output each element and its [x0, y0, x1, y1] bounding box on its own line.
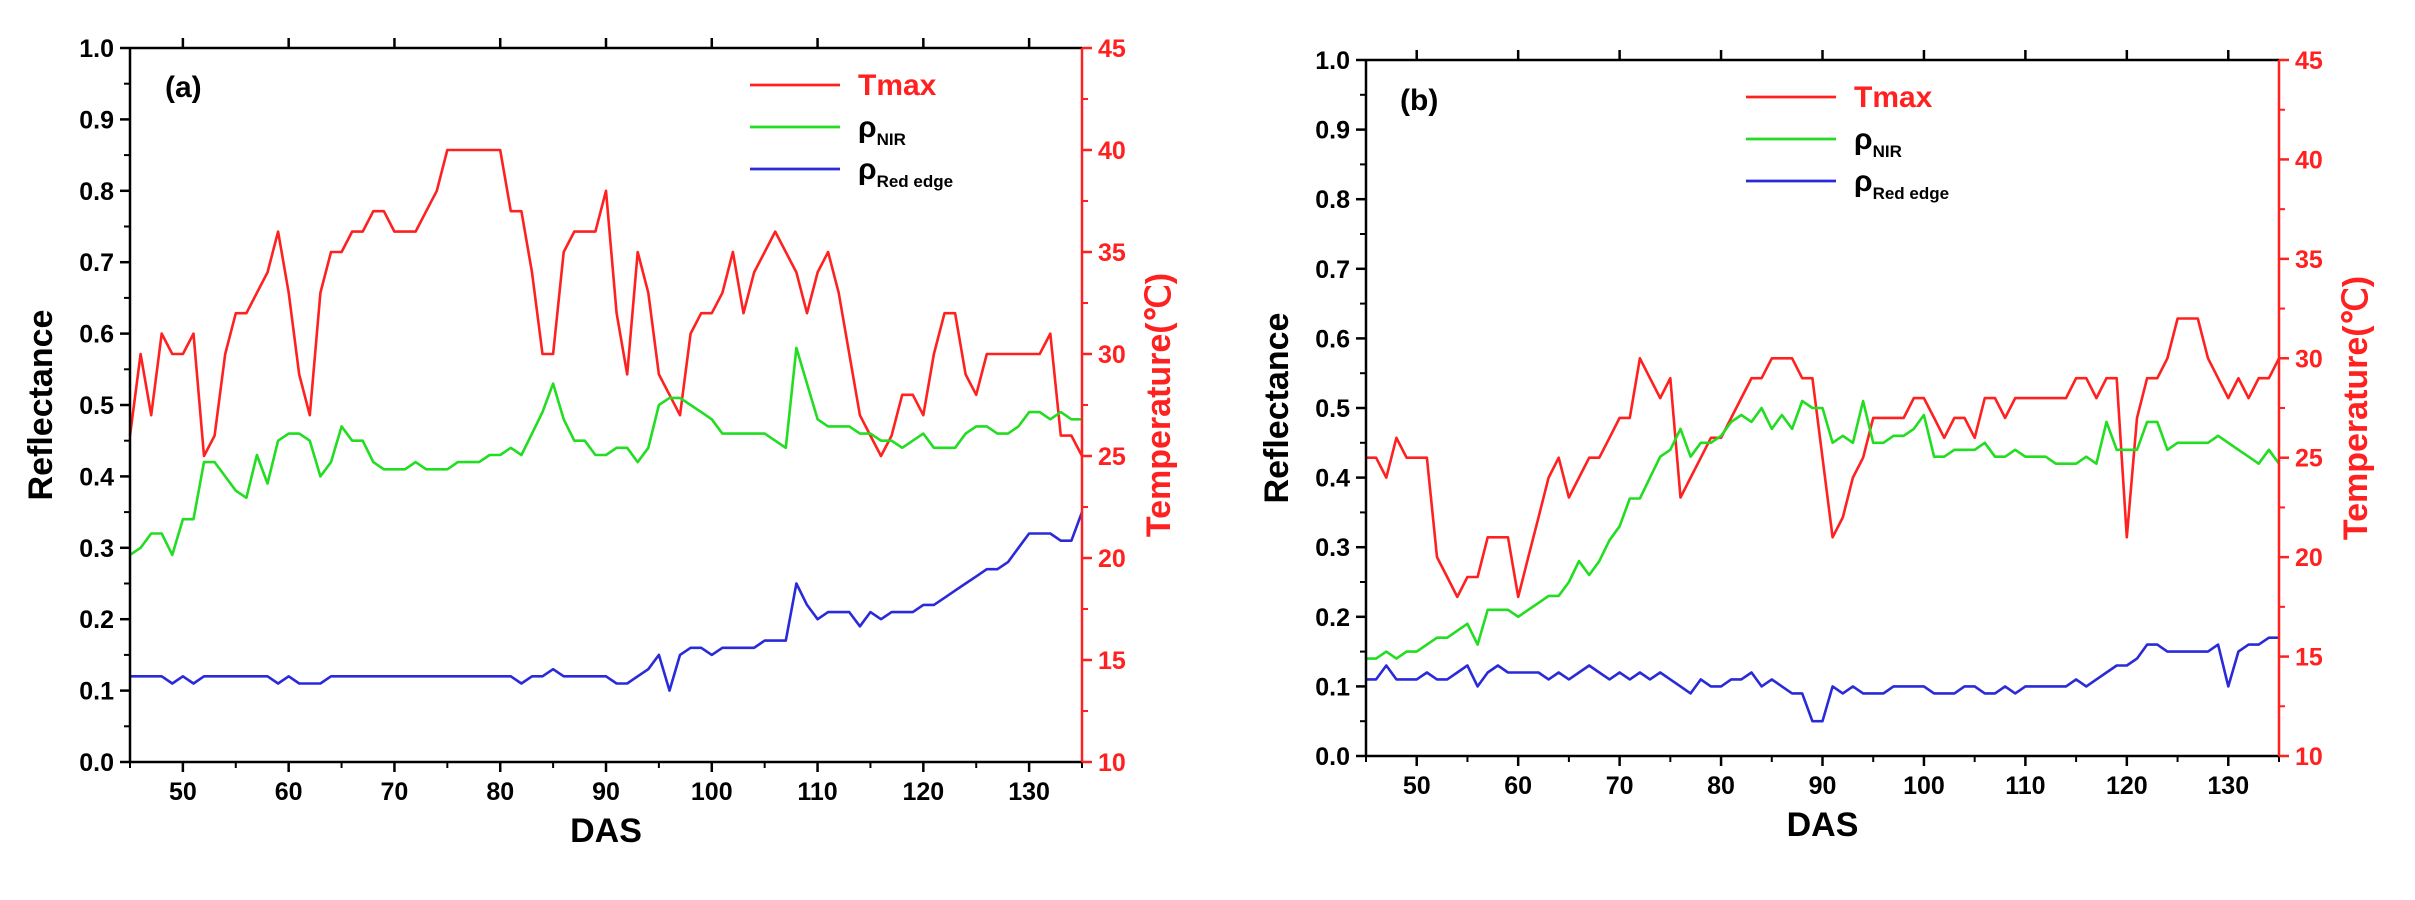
y-tick-label: 0.5: [1315, 395, 1350, 423]
y2-tick-label: 15: [2295, 644, 2323, 672]
y2-tick-label: 15: [1098, 647, 1126, 675]
y-tick-label: 0.0: [1315, 743, 1350, 771]
y-tick-label: 0.4: [79, 463, 114, 491]
panel-label: (b): [1400, 84, 1438, 117]
x-axis-title: DAS: [1787, 806, 1859, 844]
x-tick-label: 120: [902, 778, 944, 806]
y-tick-label: 0.7: [79, 249, 114, 277]
y-tick-label: 0.9: [79, 106, 114, 134]
series-line-ρred-edge: [130, 511, 1084, 692]
y-tick-label: 0.1: [79, 678, 114, 706]
x-tick-label: 60: [275, 778, 303, 806]
y2-tick-label: 10: [2295, 743, 2323, 771]
series-line-ρnir: [1366, 399, 2281, 660]
y-tick-label: 0.5: [79, 392, 114, 420]
x-tick-label: 100: [691, 778, 733, 806]
y2-tick-label: 20: [2295, 544, 2323, 572]
y-tick-label: 1.0: [79, 35, 114, 63]
legend-label: Tmax: [858, 69, 937, 102]
y-tick-label: 0.0: [79, 749, 114, 777]
y2-tick-label: 20: [1098, 545, 1126, 573]
y-tick-label: 0.2: [1315, 604, 1350, 632]
y-tick-label: 0.3: [1315, 534, 1350, 562]
x-tick-label: 100: [1903, 772, 1945, 800]
x-tick-label: 120: [2106, 772, 2148, 800]
x-tick-label: 80: [1707, 772, 1735, 800]
y-tick-label: 0.1: [1315, 673, 1350, 701]
y2-tick-label: 30: [1098, 341, 1126, 369]
legend-label: Tmax: [1854, 81, 1933, 114]
y2-tick-label: 45: [2295, 47, 2323, 75]
y-tick-label: 0.9: [1315, 117, 1350, 145]
y2-tick-label: 35: [2295, 246, 2323, 274]
x-tick-label: 70: [381, 778, 409, 806]
x-tick-label: 90: [1809, 772, 1837, 800]
y-tick-label: 0.6: [79, 321, 114, 349]
y-axis-title: Reflectance: [22, 310, 60, 501]
series-line-tmax: [1366, 317, 2281, 599]
y2-tick-label: 35: [1098, 239, 1126, 267]
legend-label: ρRed edge: [858, 153, 953, 191]
series-line-ρred-edge: [1366, 636, 2279, 723]
y2-tick-label: 45: [1098, 35, 1126, 63]
y-tick-label: 1.0: [1315, 47, 1350, 75]
panel-label: (a): [165, 71, 202, 104]
y-tick-label: 0.4: [1315, 465, 1350, 493]
legend-label: ρNIR: [1854, 123, 1902, 161]
x-tick-label: 130: [1008, 778, 1050, 806]
y2-tick-label: 40: [1098, 137, 1126, 165]
x-tick-label: 70: [1606, 772, 1634, 800]
y2-tick-label: 30: [2295, 345, 2323, 373]
legend: Tmax ρNIR ρRed edge: [750, 69, 953, 191]
x-tick-label: 90: [592, 778, 620, 806]
y-tick-label: 0.7: [1315, 256, 1350, 284]
x-tick-label: 80: [486, 778, 514, 806]
y2-axis-title: Temperature(℃): [2337, 276, 2375, 540]
y2-tick-label: 40: [2295, 146, 2323, 174]
y-tick-label: 0.8: [79, 178, 114, 206]
y2-tick-label: 25: [1098, 443, 1126, 471]
x-tick-label: 130: [2207, 772, 2249, 800]
x-tick-label: 110: [797, 778, 837, 806]
legend-label: ρNIR: [858, 111, 906, 149]
y-tick-label: 0.3: [79, 535, 114, 563]
y2-axis-title: Temperature(℃): [1140, 273, 1178, 537]
y-tick-label: 0.6: [1315, 325, 1350, 353]
x-tick-label: 50: [1403, 772, 1431, 800]
x-tick-label: 60: [1504, 772, 1532, 800]
y2-tick-label: 25: [2295, 445, 2323, 473]
x-axis-title: DAS: [570, 812, 642, 850]
series-line-tmax: [128, 148, 1084, 458]
legend-label: ρRed edge: [1854, 165, 1949, 203]
legend: Tmax ρNIR ρRed edge: [1746, 81, 1949, 203]
y-tick-label: 0.2: [79, 606, 114, 634]
y-axis-title: Reflectance: [1258, 313, 1296, 504]
x-tick-label: 110: [2005, 772, 2045, 800]
chart-panel-2: 50 60 70 80 90 100 110 120 130 0.0 0.1 0.2 0.3 0.4 0.5…: [1258, 47, 2375, 844]
chart-panel-1: 50 60 70 80 90 100 110 120 130 0.0 0.1 0.2 0.3 0.4 0.5…: [22, 35, 1178, 850]
y-tick-label: 0.8: [1315, 186, 1350, 214]
x-tick-label: 50: [169, 778, 197, 806]
series-line-ρnir: [129, 346, 1082, 557]
y2-tick-label: 10: [1098, 749, 1126, 777]
